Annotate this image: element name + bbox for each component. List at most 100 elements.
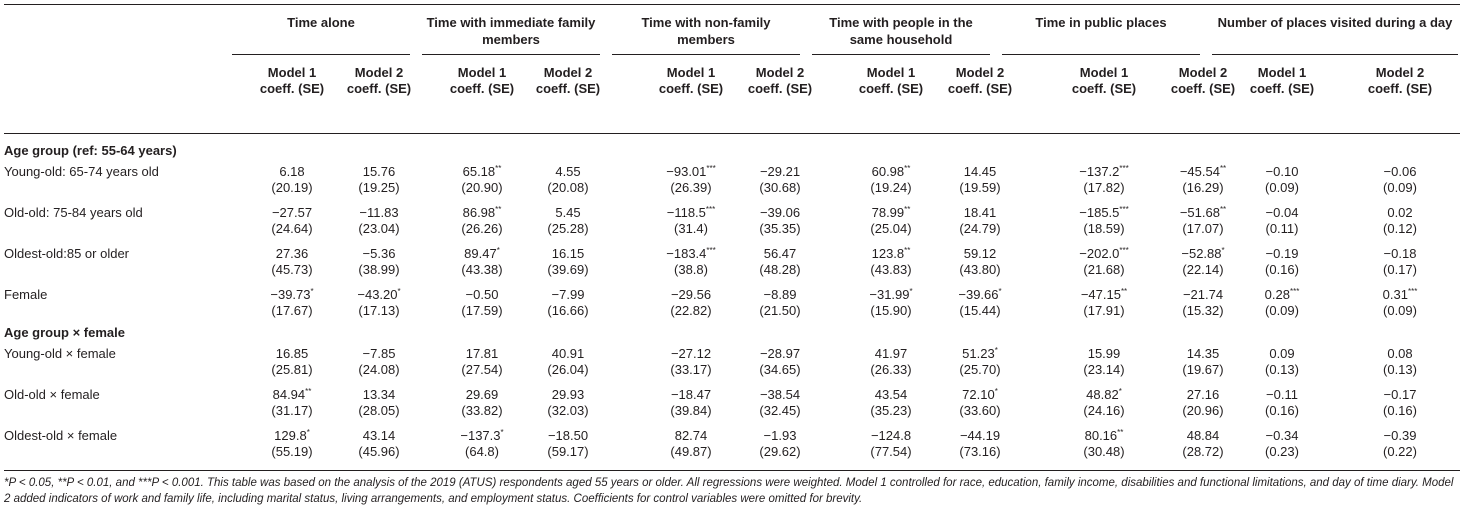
coefficient-value: −0.18 <box>1383 246 1417 261</box>
standard-error: (24.16) <box>1083 403 1125 418</box>
coefficient-value: −29.21 <box>759 164 801 179</box>
row-label: Young-old: 65-74 years old <box>4 164 159 179</box>
coefficient: 0.02 <box>1340 205 1460 221</box>
coefficient: 16.15 <box>508 246 628 262</box>
coefficient: −7.85 <box>319 346 439 362</box>
coefficient-value: −202.0 <box>1079 246 1120 261</box>
significance-stars: *** <box>706 246 716 255</box>
model-label: Model 1 coeff. (SE) <box>1249 65 1315 96</box>
standard-error: (18.59) <box>1083 221 1125 236</box>
standard-error: (26.33) <box>870 362 912 377</box>
row-label: Old-old × female <box>4 387 100 402</box>
group-underline <box>422 54 600 55</box>
significance-stars: * <box>998 287 1002 296</box>
coefficient-value: −44.19 <box>959 428 1001 443</box>
coefficient: 48.84 <box>1143 428 1263 444</box>
model-header: Model 2 coeff. (SE) <box>1340 65 1460 97</box>
table-cell: 0.02 (0.12) <box>1340 205 1460 237</box>
coefficient: −11.83 <box>319 205 439 221</box>
coefficient: −39.73* <box>232 287 352 303</box>
standard-error: (45.73) <box>271 262 313 277</box>
coefficient: 18.41 <box>920 205 1040 221</box>
coefficient: −0.17 <box>1340 387 1460 403</box>
standard-error: (0.11) <box>1265 221 1299 236</box>
group-underline <box>812 54 990 55</box>
table-cell: −185.5*** (18.59) <box>1044 205 1164 237</box>
standard-error: (0.16) <box>1265 403 1299 418</box>
standard-error: (27.54) <box>461 362 503 377</box>
coefficient-value: −118.5 <box>666 205 706 220</box>
table-cell: −29.21 (30.68) <box>720 164 840 196</box>
model-label: Model 2 coeff. (SE) <box>1367 65 1433 96</box>
coefficient-value: −39.06 <box>759 205 801 220</box>
row-label: Old-old: 75-84 years old <box>4 205 143 220</box>
table-cell: −39.06 (35.35) <box>720 205 840 237</box>
coefficient-value: 123.8 <box>871 246 905 261</box>
section-title: Age group (ref: 55-64 years) <box>4 143 177 158</box>
model-header: Model 1 coeff. (SE) <box>232 65 352 97</box>
standard-error: (22.82) <box>670 303 712 318</box>
coefficient: −0.19 <box>1222 246 1342 262</box>
model-header: Model 1 coeff. (SE) <box>1044 65 1164 97</box>
standard-error: (31.4) <box>674 221 708 236</box>
model-header: Model 2 coeff. (SE) <box>508 65 628 97</box>
coefficient-value: −0.04 <box>1265 205 1299 220</box>
coefficient: 27.36 <box>232 246 352 262</box>
model-label: Model 2 coeff. (SE) <box>346 65 412 96</box>
table-cell: 129.8* (55.19) <box>232 428 352 460</box>
table-footnote: *P < 0.05, **P < 0.01, and ***P < 0.001.… <box>4 477 1454 505</box>
coefficient: 84.94** <box>232 387 352 403</box>
coefficient-value: 43.54 <box>874 387 908 402</box>
coefficient-value: −45.54 <box>1179 164 1220 179</box>
standard-error: (0.17) <box>1383 262 1417 277</box>
group-underline <box>232 54 410 55</box>
table-cell: −39.66* (15.44) <box>920 287 1040 319</box>
coefficient: 129.8* <box>232 428 352 444</box>
model-header: Model 2 coeff. (SE) <box>319 65 439 97</box>
coefficient: 16.85 <box>232 346 352 362</box>
coefficient-value: 60.98 <box>871 164 905 179</box>
coefficient: −0.34 <box>1222 428 1342 444</box>
coefficient: 0.09 <box>1222 346 1342 362</box>
table-cell: 65.18** (20.90) <box>422 164 542 196</box>
standard-error: (45.96) <box>358 444 400 459</box>
coefficient: −27.12 <box>631 346 751 362</box>
table-cell: 16.15 (39.69) <box>508 246 628 278</box>
table-cell: 27.36 (45.73) <box>232 246 352 278</box>
standard-error: (25.70) <box>959 362 1001 377</box>
coefficient: −0.11 <box>1222 387 1342 403</box>
standard-error: (25.81) <box>271 362 313 377</box>
coefficient-value: 5.45 <box>555 205 581 220</box>
coefficient-value: 48.82 <box>1086 387 1119 402</box>
coefficient-value: 41.97 <box>874 346 908 361</box>
group-underline <box>612 54 800 55</box>
coefficient: 0.31*** <box>1340 287 1460 303</box>
table-cell: 17.81 (27.54) <box>422 346 542 378</box>
coefficient-value: 4.55 <box>555 164 581 179</box>
model-label: Model 1 coeff. (SE) <box>658 65 724 96</box>
significance-stars: *** <box>705 205 716 214</box>
standard-error: (19.25) <box>358 180 400 195</box>
coefficient-value: −51.68 <box>1179 205 1220 220</box>
model-label: Model 1 coeff. (SE) <box>449 65 515 96</box>
table-cell: 0.08 (0.13) <box>1340 346 1460 378</box>
coefficient-value: −0.50 <box>465 287 499 302</box>
table-cell: 48.82* (24.16) <box>1044 387 1164 419</box>
model-header: Model 2 coeff. (SE) <box>720 65 840 97</box>
coefficient-value: 16.85 <box>275 346 309 361</box>
coefficient-value: 72.10 <box>962 387 995 402</box>
standard-error: (17.59) <box>461 303 503 318</box>
table-cell: −202.0*** (21.68) <box>1044 246 1164 278</box>
coefficient: −93.01*** <box>631 164 751 180</box>
coefficient-value: 65.18 <box>462 164 496 179</box>
table-cell: −18.50 (59.17) <box>508 428 628 460</box>
standard-error: (28.72) <box>1182 444 1224 459</box>
standard-error: (77.54) <box>870 444 912 459</box>
coefficient-value: 89.47 <box>464 246 497 261</box>
coefficient: −44.19 <box>920 428 1040 444</box>
coefficient: 72.10* <box>920 387 1040 403</box>
model-label: Model 1 coeff. (SE) <box>259 65 325 96</box>
table-cell: −29.56 (22.82) <box>631 287 751 319</box>
coefficient: 59.12 <box>920 246 1040 262</box>
coefficient: 40.91 <box>508 346 628 362</box>
